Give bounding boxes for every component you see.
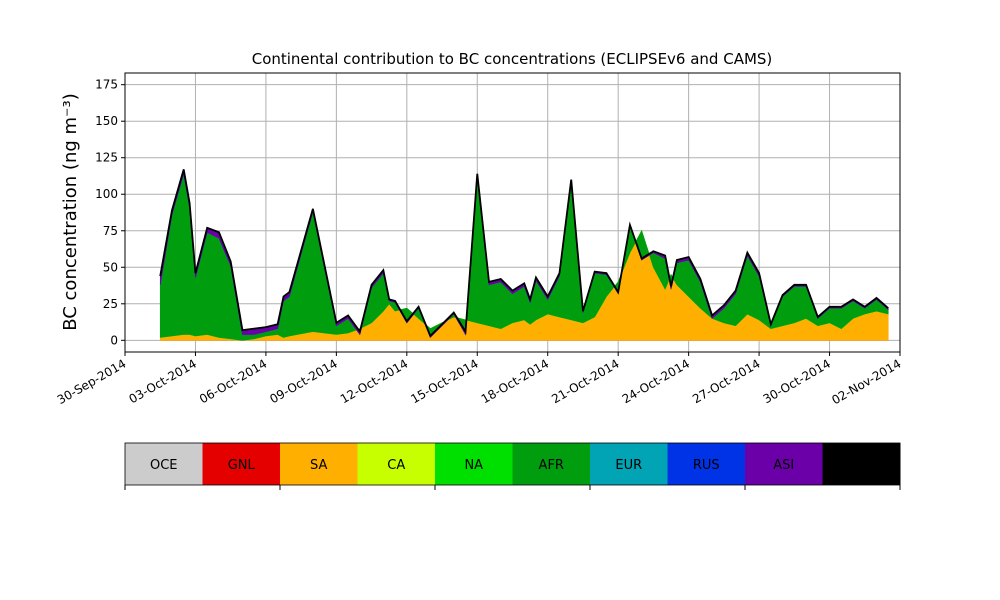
x-tick-label: 06-Oct-2014 <box>197 356 269 406</box>
legend-swatch-afr <box>512 443 591 485</box>
legend-swatch-na <box>435 443 513 485</box>
x-tick-label: 30-Oct-2014 <box>761 356 833 406</box>
x-axis: 30-Sep-201403-Oct-201406-Oct-201409-Oct-… <box>55 352 904 407</box>
legend-label-asi: ASI <box>773 458 794 473</box>
legend-swatch-rus <box>667 443 746 485</box>
total-outline <box>159 169 889 338</box>
x-tick-label: 15-Oct-2014 <box>408 356 480 406</box>
legend-border <box>124 442 901 486</box>
y-tick-label: 0 <box>110 333 118 347</box>
y-tick-label: 50 <box>103 260 118 274</box>
x-tick-label: 09-Oct-2014 <box>267 356 339 406</box>
chart-title: Continental contribution to BC concentra… <box>252 50 773 68</box>
legend-swatch-aus <box>822 443 901 485</box>
x-tick-label: 24-Oct-2014 <box>620 356 692 406</box>
legend-swatch-gnl <box>202 443 281 485</box>
legend-swatch-asi <box>745 443 823 485</box>
y-tick-label: 100 <box>95 187 118 201</box>
plot-border <box>124 72 901 353</box>
legend-label-aus: AUS <box>848 458 875 473</box>
y-tick-label: 125 <box>95 151 118 165</box>
legend-swatch-eur <box>590 443 668 485</box>
y-axis: 0 25 50 75 100 125 150 175 <box>95 78 125 347</box>
y-tick-label: 175 <box>95 78 118 92</box>
legend-label-sa: SA <box>310 458 327 473</box>
x-tick-label: 27-Oct-2014 <box>690 356 762 406</box>
x-tick-label: 21-Oct-2014 <box>549 356 621 406</box>
legend-label-afr: AFR <box>539 458 564 473</box>
legend-label-eur: EUR <box>615 458 642 473</box>
legend-swatch-oce <box>125 443 203 485</box>
x-tick-label: 30-Sep-2014 <box>55 356 129 407</box>
x-tick-label: 02-Nov-2014 <box>829 356 903 407</box>
y-tick-label: 25 <box>103 297 118 311</box>
y-tick-label: 150 <box>95 114 118 128</box>
legend-colorbar: OCE GNL SA CA NA AFR EUR RUS ASI AUS <box>124 442 901 490</box>
y-axis-label: BC concentration (ng m⁻³) <box>60 93 81 331</box>
x-tick-label: 18-Oct-2014 <box>479 356 551 406</box>
x-tick-label: 03-Oct-2014 <box>127 356 199 406</box>
legend-label-gnl: GNL <box>228 458 256 473</box>
legend-label-na: NA <box>464 458 483 473</box>
legend-label-rus: RUS <box>693 458 720 473</box>
x-tick-label: 12-Oct-2014 <box>338 356 410 406</box>
plot-frame <box>124 72 901 353</box>
area-afr <box>159 173 889 341</box>
legend-swatch-sa <box>280 443 358 485</box>
y-tick-label: 75 <box>103 224 118 238</box>
legend-label-oce: OCE <box>150 458 178 473</box>
legend-label-ca: CA <box>387 458 405 473</box>
legend-swatch-ca <box>357 443 436 485</box>
stacked-areas <box>159 169 889 341</box>
